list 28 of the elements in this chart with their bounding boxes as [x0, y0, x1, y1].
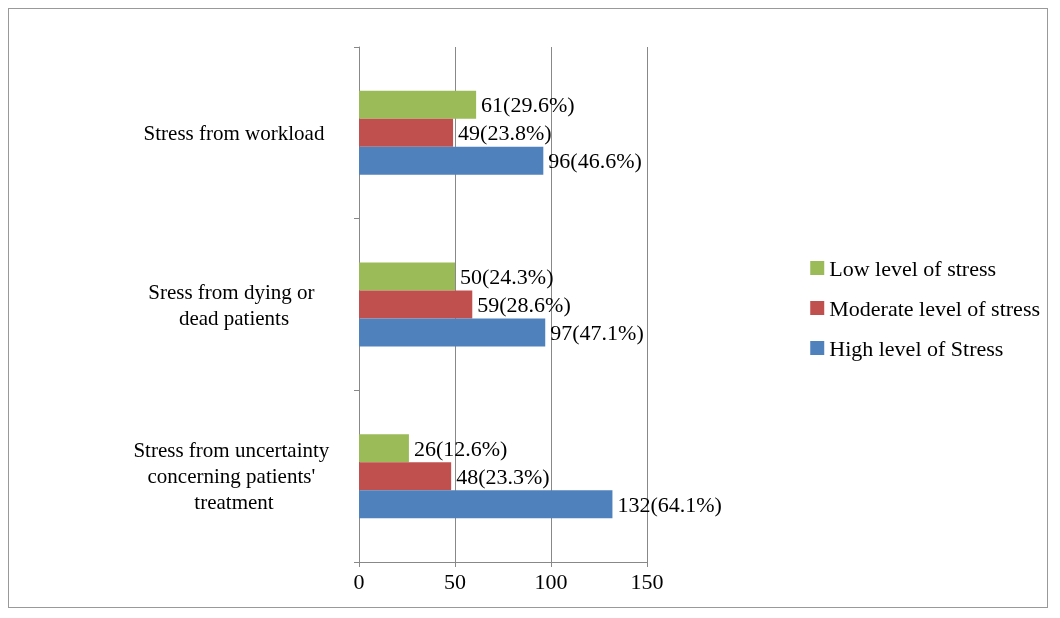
bar: [359, 434, 409, 463]
data-label: 50(24.3%): [460, 264, 554, 289]
y-tick-label: Sress from dying or dead patients: [148, 279, 320, 330]
x-tick-label: 0: [353, 568, 365, 594]
legend-label: High level of Stress: [829, 335, 1004, 361]
bar: [359, 290, 473, 319]
bar: [359, 118, 454, 147]
x-tick-label: 100: [534, 568, 568, 594]
bar: [359, 262, 455, 291]
data-label: 132(64.1%): [617, 491, 722, 517]
data-label: 49(23.8%): [458, 120, 552, 146]
data-label: 61(29.6%): [481, 92, 575, 118]
bar: [359, 462, 452, 491]
data-label: 59(28.6%): [477, 292, 571, 317]
data-label: 96(46.6%): [548, 148, 642, 174]
data-label: 48(23.3%): [456, 463, 550, 489]
y-tick-label: Stress from workload: [143, 120, 325, 145]
bar: [359, 146, 544, 175]
x-tick-label: 50: [444, 568, 466, 594]
y-tick-label: Stress from uncertainty concerning patients' treatment: [133, 438, 335, 515]
bar: [359, 318, 546, 347]
data-label: 26(12.6%): [413, 435, 508, 461]
bar: [359, 490, 613, 519]
legend-label: Low level of stress: [829, 255, 997, 281]
legend-label: Moderate level of stress: [829, 295, 1040, 321]
bar: [359, 90, 477, 119]
data-label: 97(47.1%): [550, 320, 644, 345]
x-tick-label: 150: [630, 568, 664, 594]
